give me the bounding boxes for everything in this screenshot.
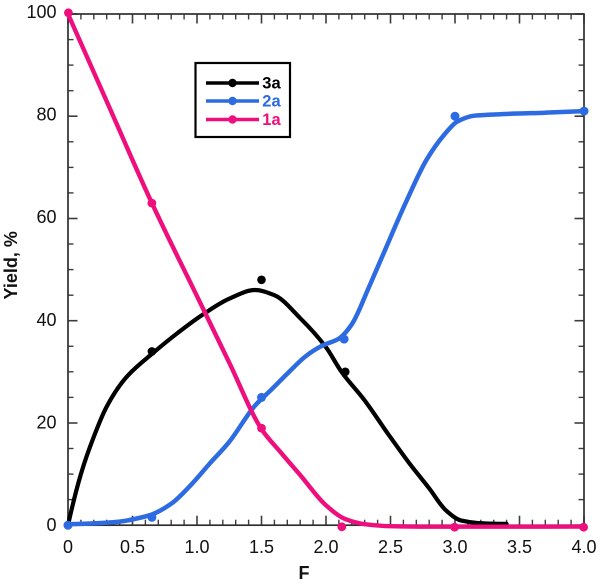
svg-text:Yield, %: Yield, %: [1, 231, 21, 299]
svg-text:1.0: 1.0: [184, 537, 209, 557]
svg-text:0: 0: [46, 515, 56, 535]
svg-text:0: 0: [63, 537, 73, 557]
svg-text:60: 60: [36, 207, 56, 227]
svg-text:4.0: 4.0: [571, 537, 596, 557]
svg-text:2a: 2a: [262, 93, 281, 111]
svg-text:3.5: 3.5: [507, 537, 532, 557]
svg-text:F: F: [299, 563, 310, 583]
svg-text:3.0: 3.0: [442, 537, 467, 557]
svg-text:2.5: 2.5: [378, 537, 403, 557]
svg-text:2.0: 2.0: [313, 537, 338, 557]
svg-text:0.5: 0.5: [120, 537, 145, 557]
svg-text:1.5: 1.5: [249, 537, 274, 557]
svg-text:80: 80: [36, 105, 56, 125]
svg-text:40: 40: [36, 310, 56, 330]
svg-text:1a: 1a: [262, 111, 281, 129]
svg-text:100: 100: [26, 2, 56, 22]
svg-text:20: 20: [36, 413, 56, 433]
svg-text:3a: 3a: [262, 75, 281, 93]
